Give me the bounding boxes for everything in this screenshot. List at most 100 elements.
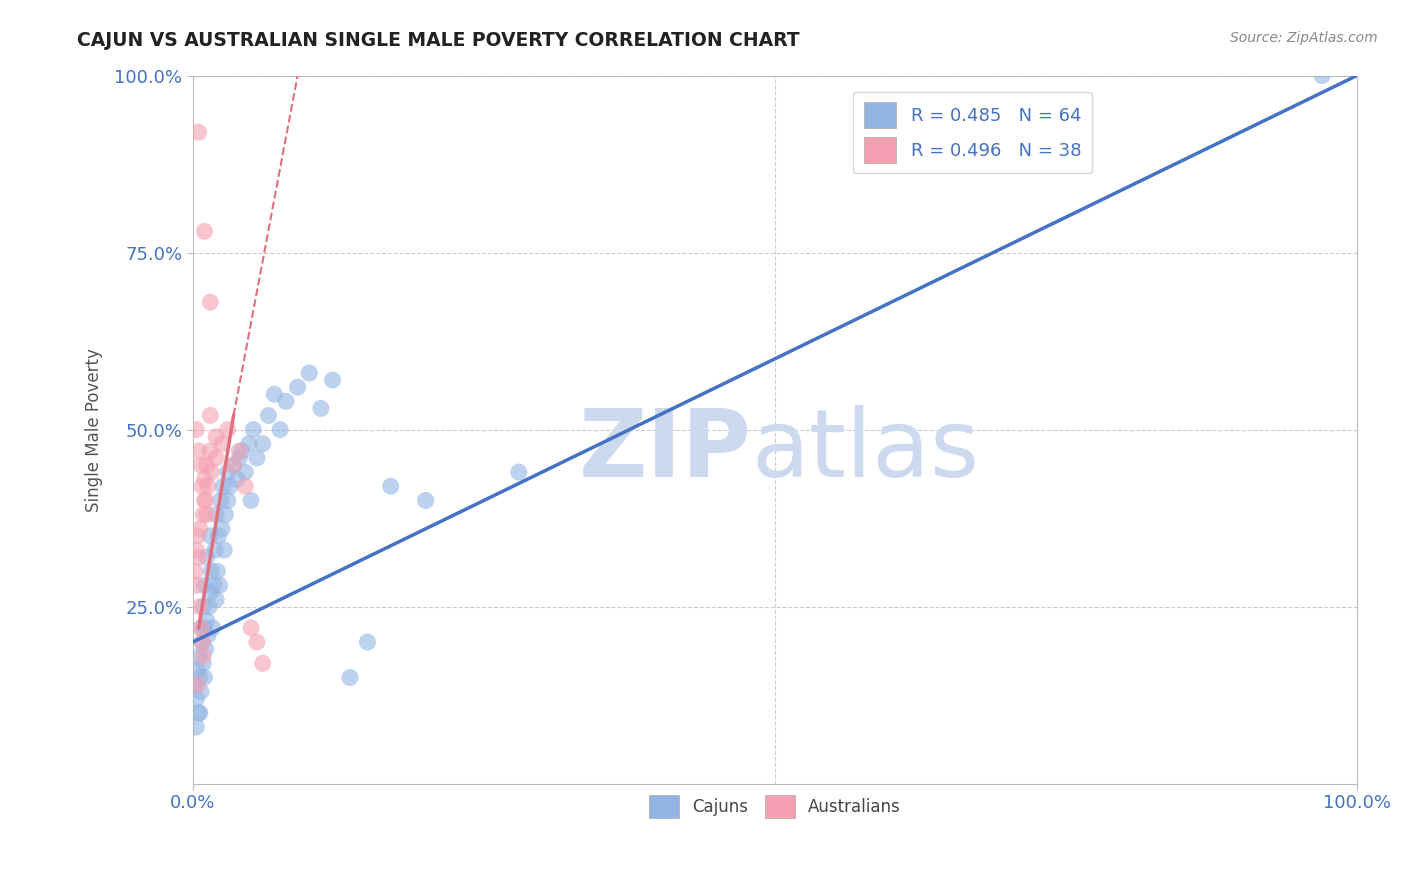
Point (200, 295, 222, 310)
Point (204, 543, 226, 558)
Point (184, 677, 207, 691)
Point (240, 621, 263, 635)
Point (217, 465, 239, 479)
Point (186, 578, 208, 592)
Point (226, 472, 249, 486)
Point (208, 578, 231, 592)
Point (252, 437, 274, 451)
Point (197, 479, 219, 493)
Point (246, 635, 269, 649)
Point (217, 493, 239, 508)
Point (188, 706, 211, 720)
Point (231, 443, 253, 458)
Point (207, 529, 229, 543)
Text: atlas: atlas (752, 405, 980, 497)
Point (186, 691, 208, 706)
Point (194, 642, 217, 657)
Point (207, 564, 229, 578)
Point (193, 599, 215, 614)
Point (240, 493, 263, 508)
Point (187, 706, 209, 720)
Point (187, 649, 209, 664)
Point (200, 529, 222, 543)
Point (339, 671, 361, 685)
Point (193, 649, 215, 664)
Legend: Cajuns, Australians: Cajuns, Australians (643, 788, 908, 825)
Point (205, 430, 228, 444)
Point (194, 493, 217, 508)
Point (200, 585, 222, 599)
Point (191, 635, 214, 649)
Point (187, 125, 209, 139)
Point (233, 465, 256, 479)
Text: ZIP: ZIP (579, 405, 752, 497)
Point (188, 599, 211, 614)
Point (190, 621, 212, 635)
Point (214, 543, 236, 558)
Point (186, 543, 208, 558)
Point (212, 479, 235, 493)
Point (242, 423, 264, 437)
Point (252, 657, 274, 671)
Point (222, 458, 245, 472)
Point (238, 437, 260, 451)
Point (219, 479, 242, 493)
Point (193, 493, 215, 508)
Y-axis label: Single Male Poverty: Single Male Poverty (86, 348, 103, 512)
Point (198, 599, 221, 614)
Point (263, 387, 285, 401)
Point (191, 479, 214, 493)
Point (184, 564, 207, 578)
Point (193, 578, 215, 592)
Point (209, 493, 232, 508)
Point (217, 423, 239, 437)
Point (193, 621, 215, 635)
Point (195, 614, 218, 628)
Point (186, 423, 208, 437)
Point (195, 458, 218, 472)
Point (322, 373, 344, 387)
Point (228, 450, 250, 465)
Point (193, 671, 215, 685)
Point (356, 635, 378, 649)
Point (233, 479, 256, 493)
Point (214, 508, 236, 522)
Point (228, 443, 250, 458)
Point (287, 380, 309, 394)
Point (186, 720, 208, 734)
Point (187, 443, 209, 458)
Point (211, 522, 233, 536)
Point (246, 450, 269, 465)
Point (188, 671, 211, 685)
Text: CAJUN VS AUSTRALIAN SINGLE MALE POVERTY CORRELATION CHART: CAJUN VS AUSTRALIAN SINGLE MALE POVERTY … (77, 31, 800, 50)
Point (200, 443, 222, 458)
Point (195, 508, 218, 522)
Point (187, 550, 209, 565)
Point (200, 409, 222, 423)
Point (205, 450, 228, 465)
Point (201, 621, 224, 635)
Point (200, 465, 222, 479)
Point (193, 508, 215, 522)
Point (205, 508, 228, 522)
Point (195, 550, 218, 565)
Point (186, 529, 208, 543)
Point (222, 458, 245, 472)
Point (186, 677, 208, 691)
Point (211, 437, 233, 451)
Point (205, 592, 228, 607)
Text: Source: ZipAtlas.com: Source: ZipAtlas.com (1230, 31, 1378, 45)
Point (508, 465, 530, 479)
Point (190, 621, 212, 635)
Point (188, 522, 211, 536)
Point (193, 472, 215, 486)
Point (269, 423, 291, 437)
Point (298, 366, 321, 380)
Point (197, 628, 219, 642)
Point (309, 401, 332, 416)
Point (257, 409, 280, 423)
Point (190, 684, 212, 698)
Point (1310, 69, 1333, 83)
Point (202, 578, 225, 592)
Point (200, 564, 222, 578)
